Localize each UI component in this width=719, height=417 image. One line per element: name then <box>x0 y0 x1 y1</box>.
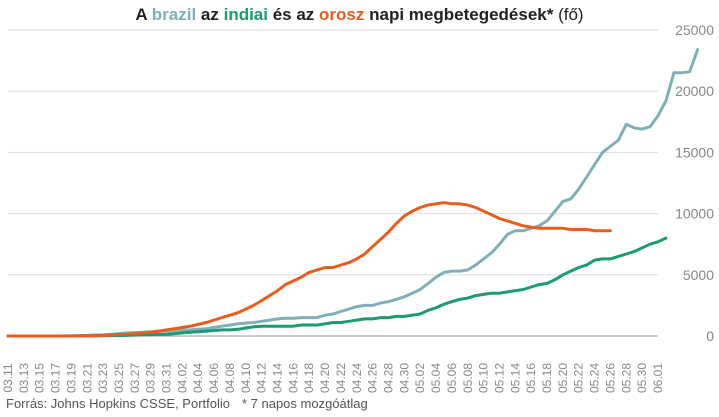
x-tick-label: 05.16 <box>524 363 538 393</box>
x-tick-label: 05.28 <box>619 363 633 393</box>
x-tick-label: 04.10 <box>239 363 253 393</box>
x-tick-label: 03.21 <box>80 363 94 393</box>
x-tick-label: 03.23 <box>96 363 110 393</box>
x-tick-label: 05.08 <box>461 363 475 393</box>
x-tick-label: 04.22 <box>334 363 348 393</box>
x-tick-label: 06.01 <box>651 363 665 393</box>
x-tick-label: 05.22 <box>572 363 586 393</box>
x-tick-label: 03.11 <box>1 363 15 392</box>
x-tick-label: 05.24 <box>588 363 602 393</box>
x-tick-label: 04.26 <box>366 363 380 393</box>
y-tick-label: 25000 <box>675 22 714 38</box>
x-tick-label: 04.24 <box>350 363 364 393</box>
x-tick-label: 05.10 <box>477 363 491 393</box>
chart-title: A brazil az indiai és az orosz napi megb… <box>0 5 719 25</box>
x-tick-label: 03.13 <box>17 363 31 393</box>
y-tick-label: 15000 <box>675 144 714 160</box>
x-tick-label: 05.12 <box>492 363 506 393</box>
moving-average-note: * 7 napos mozgóátlag <box>241 396 368 411</box>
x-tick-label: 03.29 <box>144 363 158 393</box>
series-line-indiai <box>6 236 668 338</box>
title-part-3: és az <box>268 5 320 24</box>
x-tick-label: 05.26 <box>603 363 617 393</box>
title-unit: (fő) <box>553 5 584 24</box>
series-line-orosz <box>6 201 612 338</box>
x-tick-label: 04.02 <box>175 363 189 393</box>
source-note: Forrás: Johns Hopkins CSSE, Portfolio <box>6 396 230 411</box>
x-tick-label: 03.31 <box>160 363 174 393</box>
title-part-1: A <box>135 5 152 24</box>
y-tick-label: 0 <box>706 328 714 344</box>
x-tick-label: 04.04 <box>191 363 205 393</box>
chart-footer: Forrás: Johns Hopkins CSSE, Portfolio * 7… <box>6 396 368 411</box>
x-tick-label: 03.17 <box>49 363 63 393</box>
x-tick-label: 05.04 <box>429 363 443 393</box>
x-tick-label: 03.15 <box>33 363 47 393</box>
x-tick-label: 03.27 <box>128 363 142 393</box>
title-russia: orosz <box>319 5 365 24</box>
x-tick-label: 05.18 <box>540 363 554 393</box>
title-part-2: az <box>196 5 224 24</box>
x-tick-label: 04.28 <box>381 363 395 393</box>
x-tick-label: 04.20 <box>318 363 332 393</box>
x-tick-label: 05.30 <box>635 363 649 393</box>
x-tick-label: 05.06 <box>445 363 459 393</box>
title-brazil: brazil <box>151 5 197 24</box>
x-tick-label: 04.06 <box>207 363 221 393</box>
x-tick-label: 04.18 <box>302 363 316 393</box>
x-tick-label: 04.30 <box>397 363 411 393</box>
y-tick-label: 20000 <box>675 83 714 99</box>
x-tick-label: 03.19 <box>64 363 78 393</box>
x-tick-label: 04.14 <box>271 363 285 393</box>
title-part-4: napi megbetegedések* <box>364 5 554 24</box>
x-tick-label: 04.08 <box>223 363 237 393</box>
x-tick-label: 04.12 <box>255 363 269 393</box>
x-tick-label: 05.14 <box>508 363 522 393</box>
y-tick-label: 5000 <box>683 267 714 283</box>
x-tick-label: 05.02 <box>413 363 427 393</box>
x-tick-label: 05.20 <box>556 363 570 393</box>
x-tick-label: 04.16 <box>286 363 300 393</box>
y-tick-label: 10000 <box>675 206 714 222</box>
x-tick-label: 03.25 <box>112 363 126 393</box>
title-india: indiai <box>223 5 268 24</box>
series-line-brazil <box>6 48 700 338</box>
